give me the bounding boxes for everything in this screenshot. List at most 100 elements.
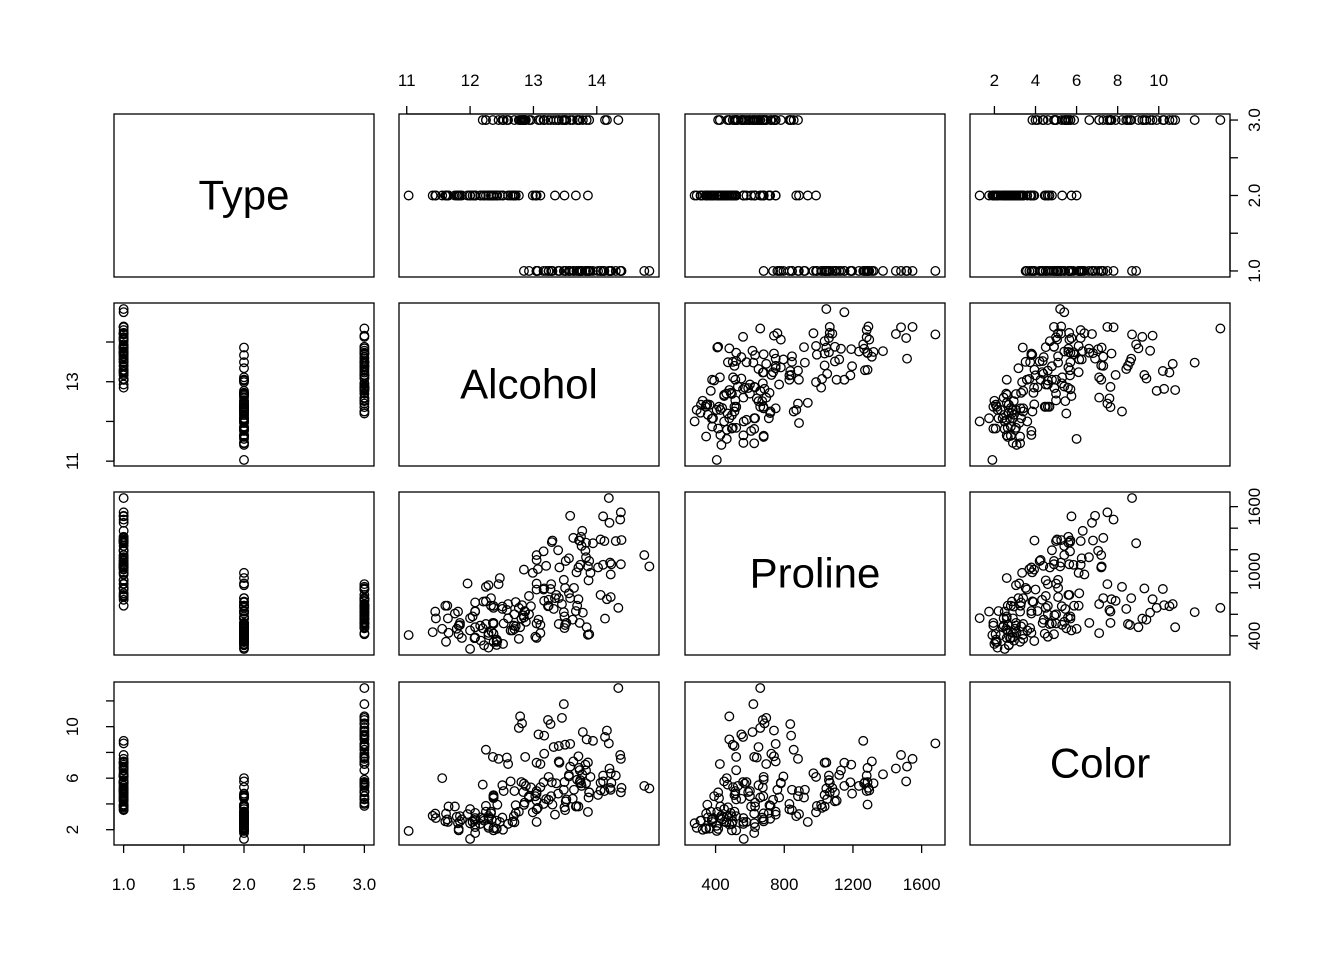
point-alcohol-proline-15 xyxy=(907,321,918,332)
point-alcohol-proline-9 xyxy=(821,304,832,314)
point-color-alcohol-176 xyxy=(545,719,556,730)
point-alcohol-color-143 xyxy=(1037,356,1048,367)
point-alcohol-proline-110 xyxy=(758,431,769,442)
point-proline-alcohol-156 xyxy=(539,595,550,606)
point-color-proline-20 xyxy=(787,784,797,795)
point-alcohol-proline-173 xyxy=(769,330,779,341)
point-color-proline-144 xyxy=(736,793,747,804)
point-proline-color-19 xyxy=(1127,493,1137,503)
point-proline-alcohol-6 xyxy=(604,517,615,528)
point-color-proline-57 xyxy=(808,768,819,779)
point-alcohol-proline-54 xyxy=(878,346,888,357)
point-alcohol-proline-67 xyxy=(728,372,739,383)
point-proline-color-159 xyxy=(1215,602,1226,613)
point-alcohol-color-28 xyxy=(1029,364,1040,375)
point-proline-alcohol-128 xyxy=(451,623,462,634)
point-type-alcohol-110 xyxy=(440,190,451,201)
point-type-proline-6 xyxy=(890,266,901,276)
point-type-alcohol-59 xyxy=(574,266,585,276)
point-alcohol-color-172 xyxy=(1151,385,1162,396)
point-alcohol-proline-50 xyxy=(858,339,869,350)
point-color-alcohol-15 xyxy=(615,753,626,764)
point-alcohol-color-154 xyxy=(1164,367,1175,378)
point-proline-alcohol-137 xyxy=(480,596,491,607)
point-proline-type-130 xyxy=(239,611,249,622)
point-color-type-122 xyxy=(239,773,249,784)
point-type-alcohol-129 xyxy=(488,190,499,201)
point-color-type-178 xyxy=(359,732,370,742)
point-alcohol-color-127 xyxy=(1029,399,1040,410)
point-type-proline-171 xyxy=(722,115,733,125)
point-type-alcohol-158 xyxy=(493,115,504,125)
point-type-color-120 xyxy=(974,190,985,201)
point-alcohol-color-72 xyxy=(1017,342,1028,353)
point-type-alcohol-36 xyxy=(558,266,569,276)
point-alcohol-proline-14 xyxy=(839,307,850,318)
point-alcohol-color-147 xyxy=(1049,341,1059,352)
point-type-alcohol-177 xyxy=(539,115,550,125)
point-alcohol-proline-160 xyxy=(748,357,759,368)
point-type-proline-129 xyxy=(700,190,711,201)
point-proline-color-32 xyxy=(1090,510,1101,521)
point-type-proline-19 xyxy=(930,266,941,276)
point-color-proline-109 xyxy=(695,815,706,826)
point-color-alcohol-175 xyxy=(553,756,564,767)
point-color-alcohol-56 xyxy=(563,770,574,780)
point-type-color-169 xyxy=(1126,115,1137,125)
point-type-proline-172 xyxy=(755,115,766,125)
point-proline-color-8 xyxy=(1052,534,1063,545)
point-type-color-47 xyxy=(1049,266,1059,276)
point-type-proline-71 xyxy=(791,190,802,201)
point-alcohol-color-59 xyxy=(1088,348,1098,359)
point-color-alcohol-105 xyxy=(497,812,508,823)
point-color-type-144 xyxy=(359,793,370,804)
x-axis-proline-tick-label: 800 xyxy=(770,875,798,894)
point-proline-color-113 xyxy=(1026,608,1037,619)
point-type-color-154 xyxy=(1164,115,1175,125)
point-proline-color-11 xyxy=(1066,511,1077,522)
point-color-proline-15 xyxy=(907,753,918,764)
point-proline-alcohol-91 xyxy=(470,622,481,633)
point-color-type-166 xyxy=(359,765,370,776)
point-type-proline-155 xyxy=(751,115,762,125)
point-alcohol-type-9 xyxy=(118,304,129,314)
point-type-color-130 xyxy=(1001,190,1012,201)
point-color-proline-142 xyxy=(775,778,786,789)
point-color-proline-146 xyxy=(784,798,795,809)
point-alcohol-color-124 xyxy=(1001,374,1012,385)
point-color-alcohol-14 xyxy=(639,780,650,791)
point-proline-alcohol-145 xyxy=(480,581,491,592)
point-alcohol-proline-36 xyxy=(799,357,810,368)
point-color-type-127 xyxy=(239,799,249,810)
point-type-alcohol-9 xyxy=(644,266,655,276)
point-alcohol-color-141 xyxy=(1042,379,1053,390)
point-proline-color-131 xyxy=(1032,606,1043,617)
point-type-color-172 xyxy=(1151,115,1162,125)
point-proline-type-178 xyxy=(359,613,370,624)
point-type-alcohol-165 xyxy=(577,115,588,125)
point-alcohol-color-25 xyxy=(1020,356,1031,367)
point-alcohol-color-164 xyxy=(1056,378,1067,389)
point-color-proline-54 xyxy=(878,769,888,780)
variable-label-type: Type xyxy=(198,172,289,219)
point-alcohol-color-19 xyxy=(1127,329,1137,340)
y-axis-proline-tick-label: 1000 xyxy=(1245,552,1264,590)
point-proline-alcohol-47 xyxy=(615,559,626,570)
point-alcohol-proline-24 xyxy=(816,382,827,393)
point-type-color-158 xyxy=(1102,115,1113,125)
point-alcohol-proline-49 xyxy=(823,333,834,343)
point-proline-alcohol-71 xyxy=(483,580,494,591)
point-proline-type-128 xyxy=(239,623,249,634)
point-alcohol-proline-47 xyxy=(824,321,835,332)
point-type-alcohol-58 xyxy=(546,266,557,276)
point-color-alcohol-150 xyxy=(533,729,544,740)
point-color-alcohol-16 xyxy=(568,756,579,767)
point-proline-alcohol-16 xyxy=(568,532,579,543)
point-alcohol-proline-43 xyxy=(829,341,840,352)
point-alcohol-proline-91 xyxy=(724,413,735,424)
point-type-proline-168 xyxy=(759,115,770,125)
point-alcohol-proline-109 xyxy=(695,407,706,418)
point-color-proline-166 xyxy=(731,765,742,776)
point-proline-alcohol-20 xyxy=(569,582,579,593)
point-alcohol-type-161 xyxy=(359,402,370,413)
